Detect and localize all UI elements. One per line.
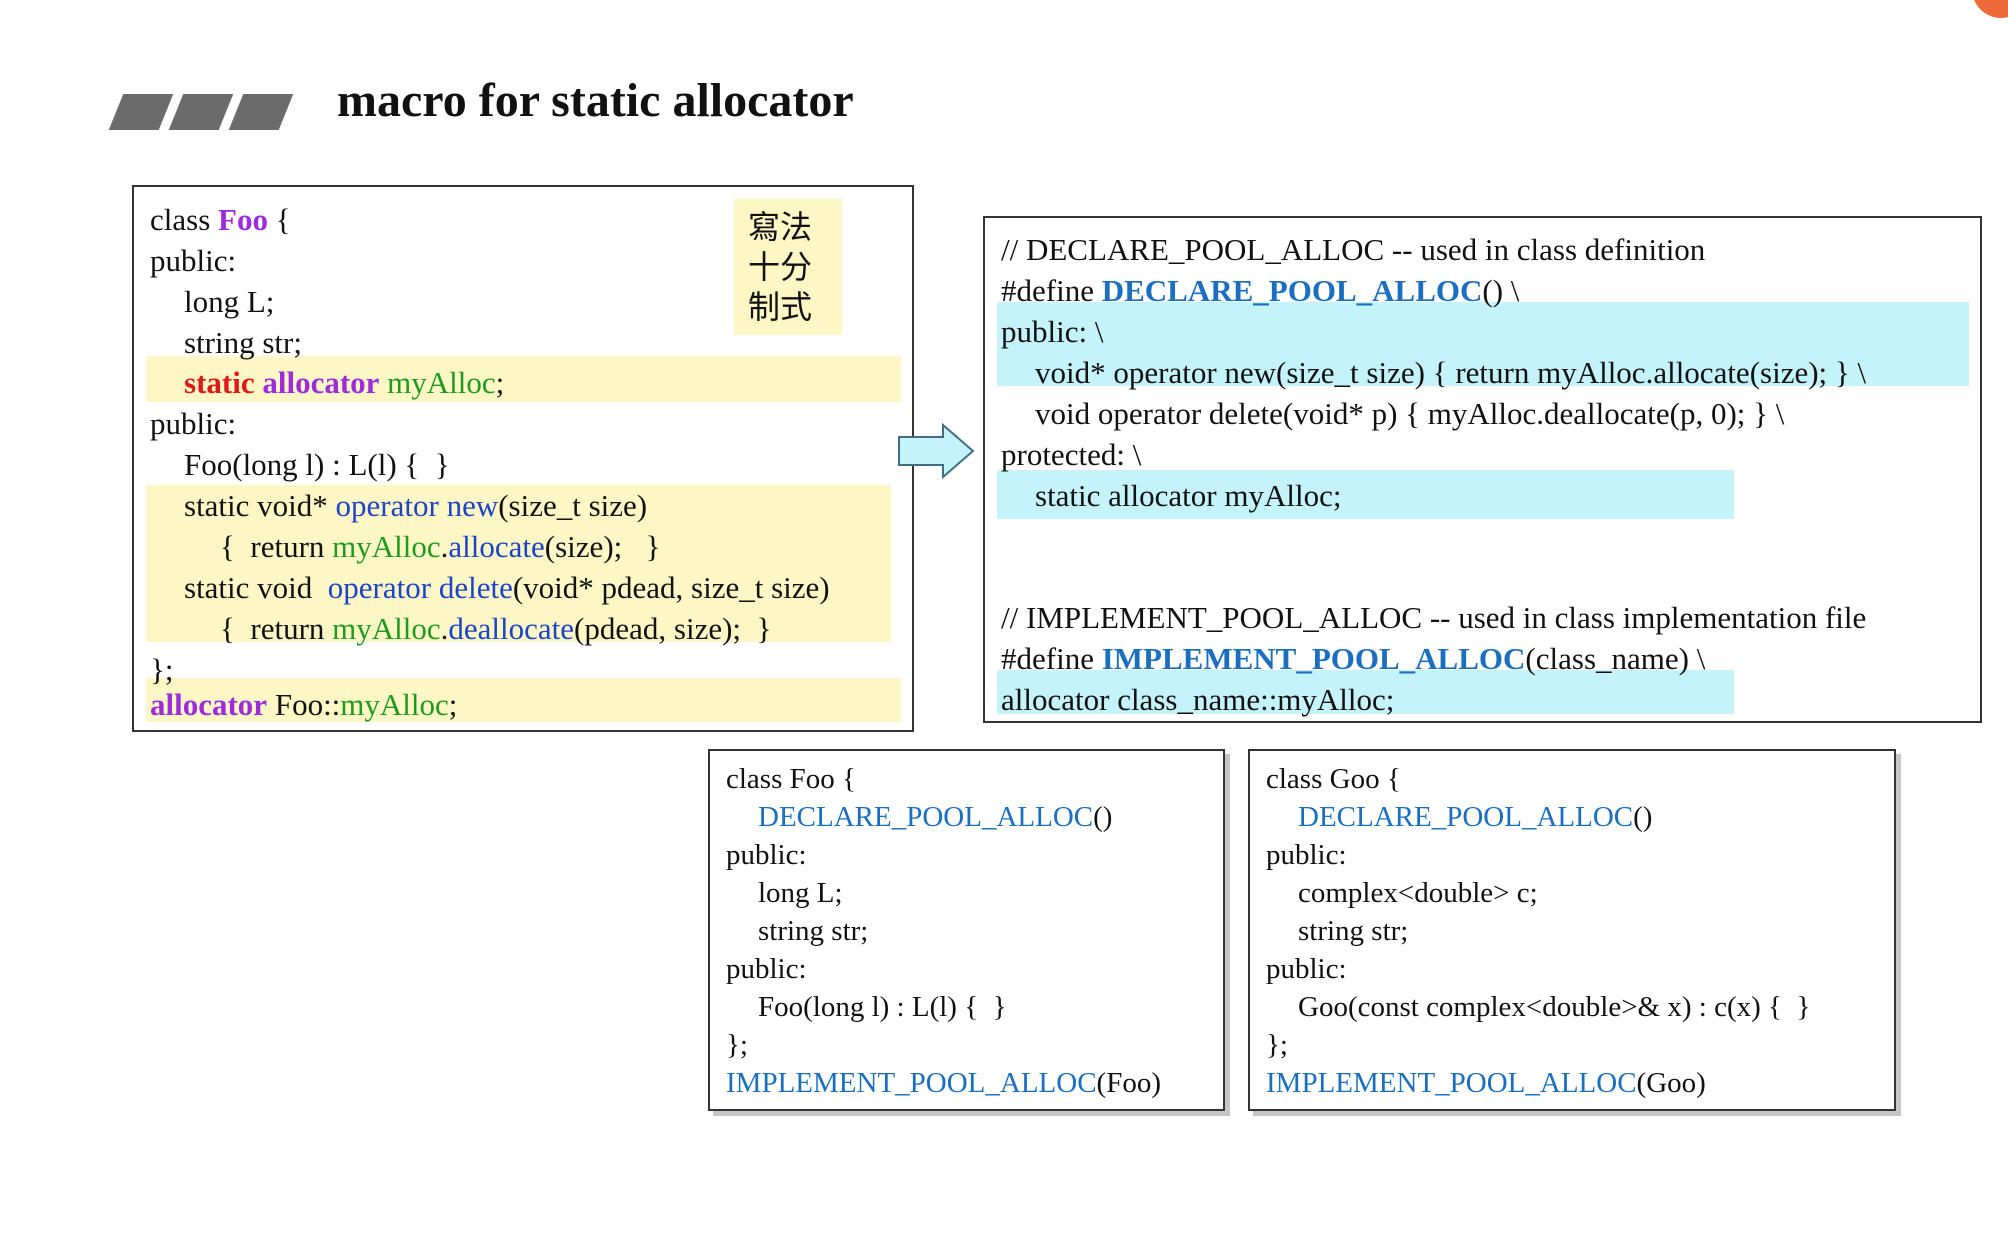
code-line: void* operator new(size_t size) { return… (1035, 355, 1867, 390)
code-line: static allocator myAlloc; (184, 365, 505, 400)
note-text: 制式 (748, 288, 813, 326)
code-line: Goo(const complex<double>& x) : c(x) { } (1298, 991, 1811, 1023)
corner-badge (1972, 0, 2008, 18)
code-line: DECLARE_POOL_ALLOC() (758, 801, 1113, 833)
foo-class-code-box: class Foo { public: long L; string str; … (132, 185, 914, 732)
highlight-allocator-definition (997, 670, 1734, 714)
code-line: string str; (1298, 915, 1409, 947)
code-line: Foo(long l) : L(l) { } (758, 991, 1007, 1023)
code-line: Foo(long l) : L(l) { } (184, 447, 450, 482)
code-line: static void* operator new(size_t size) (184, 488, 648, 523)
code-line: IMPLEMENT_POOL_ALLOC(Goo) (1266, 1067, 1706, 1099)
code-line: public: (150, 243, 237, 278)
code-line: static void operator delete(void* pdead,… (184, 570, 830, 605)
code-line: string str; (184, 325, 302, 360)
code-line: public: (726, 953, 807, 985)
note-text: 十分 (748, 248, 813, 286)
code-line: public: (150, 406, 237, 441)
code-line: complex<double> c; (1298, 877, 1538, 909)
code-line: { return myAlloc.allocate(size); } (220, 529, 661, 564)
code-line: void operator delete(void* p) { myAlloc.… (1035, 396, 1785, 431)
right-arrow-icon (898, 423, 975, 479)
title-decoration (108, 94, 294, 130)
code-line: long L; (758, 877, 843, 909)
highlight-static-definition (146, 678, 901, 722)
note-callout: 寫法 十分 制式 (734, 199, 842, 335)
page-title: macro for static allocator (337, 74, 854, 127)
foo-example-box: class Foo { DECLARE_POOL_ALLOC() public:… (708, 749, 1225, 1111)
highlight-static-member (146, 356, 901, 402)
code-line: class Foo { (726, 763, 856, 795)
code-line: allocator class_name::myAlloc; (1001, 682, 1395, 717)
highlight-allocator-member (997, 470, 1734, 519)
note-text: 寫法 (748, 208, 813, 246)
code-line: IMPLEMENT_POOL_ALLOC(Foo) (726, 1067, 1161, 1099)
code-line: public: (1266, 839, 1347, 871)
code-line: static allocator myAlloc; (1035, 478, 1342, 513)
code-line: long L; (184, 284, 275, 319)
code-line: #define DECLARE_POOL_ALLOC() \ (1001, 273, 1520, 308)
code-line: DECLARE_POOL_ALLOC() (1298, 801, 1653, 833)
code-line: string str; (758, 915, 869, 947)
code-line: }; (726, 1029, 748, 1061)
highlight-operator-overloads (146, 485, 891, 642)
code-line: public: (726, 839, 807, 871)
code-line: class Foo { (150, 202, 291, 237)
code-line: // DECLARE_POOL_ALLOC -- used in class d… (1001, 232, 1706, 267)
macro-definition-box: // DECLARE_POOL_ALLOC -- used in class d… (983, 216, 1982, 723)
code-line: #define IMPLEMENT_POOL_ALLOC(class_name)… (1001, 641, 1706, 676)
goo-example-box: class Goo { DECLARE_POOL_ALLOC() public:… (1248, 749, 1896, 1111)
code-line: public: (1266, 953, 1347, 985)
code-line: }; (150, 652, 174, 687)
code-line: public: \ (1001, 314, 1104, 349)
code-line: { return myAlloc.deallocate(pdead, size)… (220, 611, 772, 646)
code-line: class Goo { (1266, 763, 1401, 795)
code-line: // IMPLEMENT_POOL_ALLOC -- used in class… (1001, 600, 1867, 635)
code-line: allocator Foo::myAlloc; (150, 687, 458, 722)
highlight-operator-macros (997, 302, 1969, 386)
code-line: protected: \ (1001, 437, 1142, 472)
code-line: }; (1266, 1029, 1288, 1061)
